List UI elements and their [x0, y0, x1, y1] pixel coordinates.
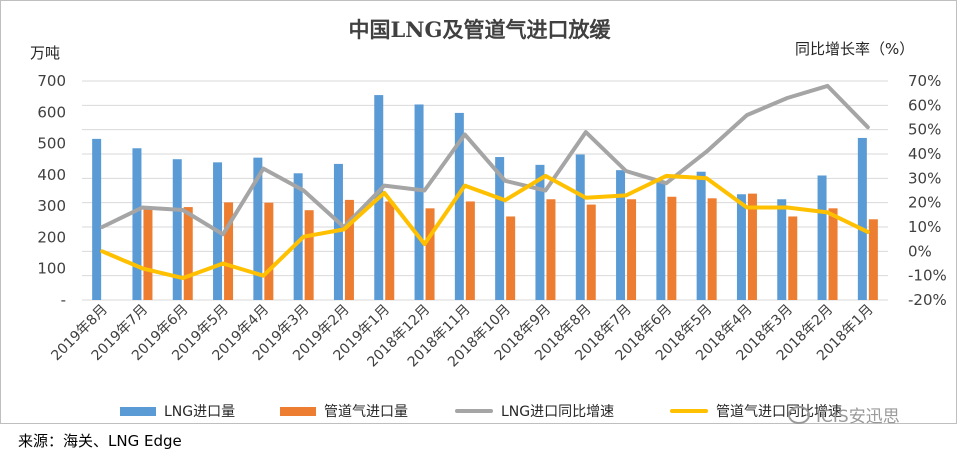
bar-lng-volume	[696, 171, 706, 300]
left-tick-label: -	[61, 291, 66, 309]
bar-pipe-volume	[747, 193, 757, 300]
right-tick-label: 50%	[908, 121, 941, 139]
left-tick-label: 300	[37, 197, 66, 215]
right-tick-label: 20%	[908, 194, 941, 212]
legend: LNG进口量 管道气进口量 LNG进口同比增速 管道气进口同比增速	[0, 401, 959, 423]
legend-item-lng-volume: LNG进口量	[120, 401, 235, 421]
left-tick-label: 600	[37, 103, 66, 121]
bar-lng-volume	[172, 159, 182, 300]
legend-item-lng-growth: LNG进口同比增速	[455, 401, 614, 421]
chart-frame	[0, 0, 957, 424]
watermark: ICIS安迅思	[788, 402, 900, 427]
line-pipe-growth	[100, 173, 870, 281]
bar-pipe-volume	[586, 204, 596, 300]
bar-lng-volume	[736, 194, 746, 300]
bar-pipe-volume	[707, 198, 717, 300]
bar-lng-volume	[495, 157, 505, 300]
bar-pipe-volume	[344, 199, 354, 300]
bar-lng-volume	[817, 175, 827, 300]
bar-pipe-volume	[304, 210, 314, 300]
bar-lng-volume	[454, 112, 464, 300]
legend-swatch-lng-volume	[120, 406, 156, 416]
bar-lng-volume	[656, 181, 666, 300]
right-tick-label: 40%	[908, 145, 941, 163]
legend-label-pipe-volume: 管道气进口量	[324, 404, 408, 420]
line-lng-growth	[100, 83, 870, 237]
bar-pipe-volume	[385, 201, 395, 300]
bar-lng-volume	[132, 148, 142, 300]
bar-lng-volume	[777, 199, 787, 300]
bar-lng-volume	[616, 170, 626, 300]
bar-pipe-volume	[546, 199, 556, 300]
right-tick-label: 10%	[908, 218, 941, 236]
right-tick-label: 70%	[908, 72, 941, 90]
bar-pipe-volume	[828, 208, 838, 300]
bar-lng-volume	[92, 138, 102, 300]
bar-lng-volume	[575, 154, 585, 300]
bar-pipe-volume	[143, 207, 153, 300]
right-axis-unit: 同比增长率（%）	[795, 40, 915, 58]
bar-pipe-volume	[506, 216, 516, 300]
bar-pipe-volume	[667, 196, 677, 300]
left-tick-label: 200	[37, 228, 66, 246]
right-tick-label: -20%	[908, 291, 947, 309]
bar-pipe-volume	[183, 207, 193, 300]
legend-label-lng-volume: LNG进口量	[164, 404, 236, 420]
legend-swatch-lng-growth	[455, 409, 493, 413]
left-tick-label: 700	[37, 72, 66, 90]
watermark-text: ICIS安迅思	[816, 407, 900, 427]
bar-pipe-volume	[465, 201, 475, 300]
bar-lng-volume	[857, 137, 867, 300]
legend-swatch-pipe-growth	[670, 409, 708, 413]
legend-swatch-pipe-volume	[280, 406, 316, 416]
bar-lng-volume	[293, 173, 303, 300]
left-tick-label: 400	[37, 166, 66, 184]
bar-lng-volume	[414, 104, 424, 300]
left-tick-label: 500	[37, 135, 66, 153]
bar-lng-volume	[535, 164, 545, 300]
right-tick-label: 60%	[908, 96, 941, 114]
bar-pipe-volume	[224, 202, 234, 300]
chart-plot: -20% -10% 0% 10% 20% 30% 40% 50% 60% 70% - 100 200 30…	[37, 72, 947, 370]
chart-title: 中国LNG及管道气进口放缓	[348, 17, 611, 42]
bar-pipe-volume	[627, 199, 637, 300]
right-tick-label: -10%	[908, 267, 947, 285]
right-tick-label: 0%	[908, 242, 932, 260]
bar-pipe-volume	[868, 219, 878, 300]
bar-pipe-volume	[264, 202, 274, 300]
legend-label-lng-growth: LNG进口同比增速	[501, 404, 615, 420]
left-tick-label: 100	[37, 260, 66, 278]
bar-pipe-volume	[788, 216, 798, 300]
left-axis-unit: 万吨	[30, 44, 61, 62]
legend-item-pipe-growth: 管道气进口同比增速	[670, 401, 842, 421]
right-tick-label: 30%	[908, 169, 941, 187]
bar-lng-volume	[253, 157, 263, 300]
wechat-icon	[788, 405, 810, 424]
source-note: 来源：海关、LNG Edge	[18, 432, 182, 450]
legend-label-pipe-growth: 管道气进口同比增速	[716, 404, 842, 420]
legend-item-pipe-volume: 管道气进口量	[280, 401, 408, 421]
bar-pipe-volume	[425, 208, 435, 300]
